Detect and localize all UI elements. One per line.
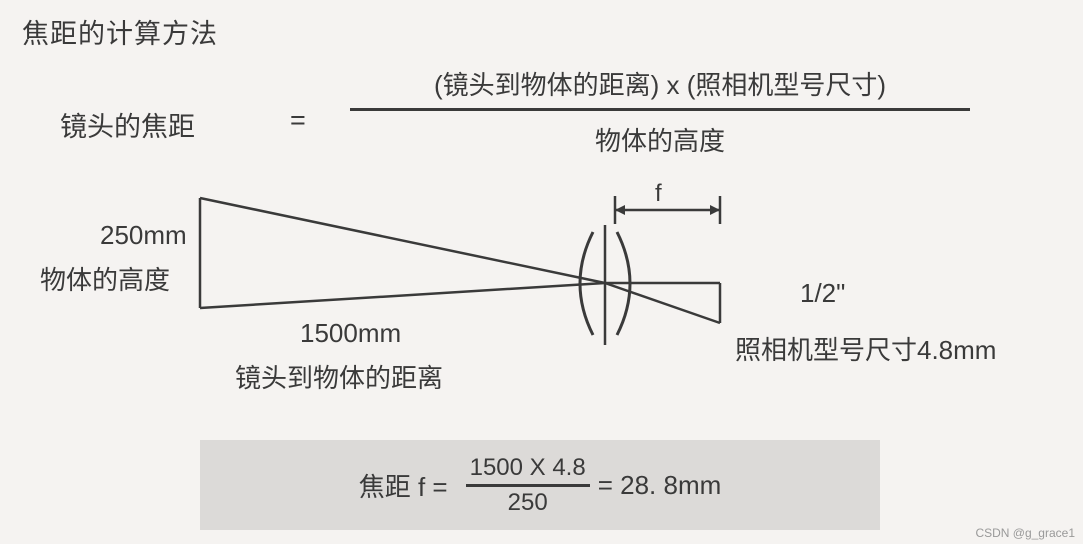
result-label: 焦距 f = [359,467,448,504]
watermark: CSDN @g_grace1 [975,526,1075,540]
result-box: 焦距 f = 1500 X 4.8 250 = 28. 8mm [200,440,880,530]
object-height-value: 250mm [100,220,187,251]
sensor-caption: 照相机型号尺寸4.8mm [735,330,996,367]
result-value: = 28. 8mm [598,470,722,501]
focal-symbol: f [655,180,662,208]
sensor-format: 1/2" [800,278,845,309]
distance-value: 1500mm [300,318,401,349]
result-numerator: 1500 X 4.8 [466,454,590,484]
distance-caption: 镜头到物体的距离 [235,358,443,395]
result-denominator: 250 [466,487,590,517]
object-height-caption: 物体的高度 [40,260,170,297]
result-fraction: 1500 X 4.8 250 [466,454,590,517]
